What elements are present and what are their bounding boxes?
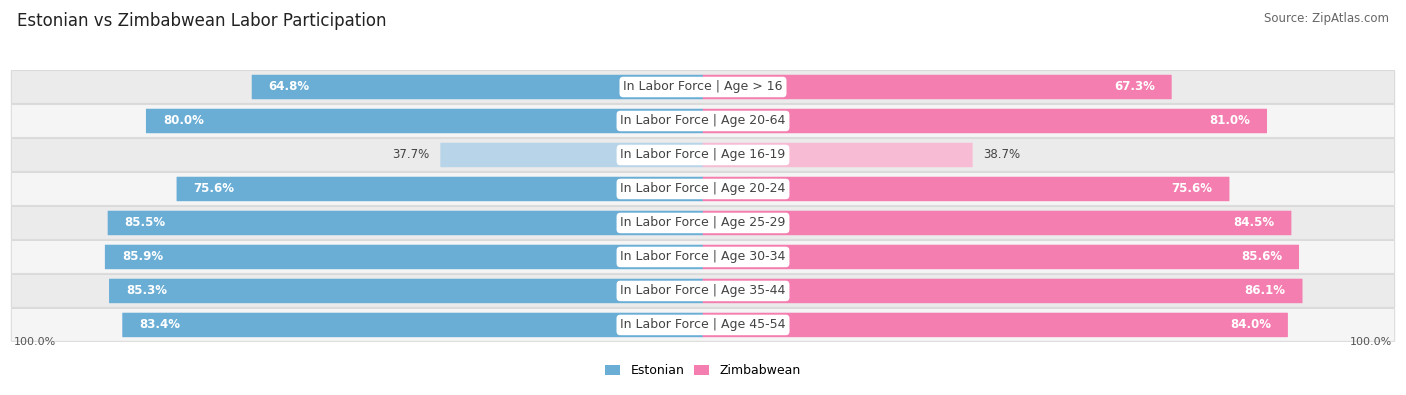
FancyBboxPatch shape — [11, 105, 1395, 137]
Legend: Estonian, Zimbabwean: Estonian, Zimbabwean — [600, 359, 806, 382]
FancyBboxPatch shape — [11, 308, 1395, 341]
Text: 80.0%: 80.0% — [163, 115, 204, 128]
Text: In Labor Force | Age > 16: In Labor Force | Age > 16 — [623, 81, 783, 94]
Text: 81.0%: 81.0% — [1209, 115, 1250, 128]
FancyBboxPatch shape — [703, 177, 1229, 201]
Text: Source: ZipAtlas.com: Source: ZipAtlas.com — [1264, 12, 1389, 25]
Text: 85.6%: 85.6% — [1241, 250, 1282, 263]
Text: 86.1%: 86.1% — [1244, 284, 1285, 297]
FancyBboxPatch shape — [703, 245, 1299, 269]
Text: In Labor Force | Age 25-29: In Labor Force | Age 25-29 — [620, 216, 786, 229]
FancyBboxPatch shape — [252, 75, 703, 99]
Text: 85.5%: 85.5% — [125, 216, 166, 229]
FancyBboxPatch shape — [11, 241, 1395, 273]
Text: 75.6%: 75.6% — [1171, 182, 1212, 196]
Text: In Labor Force | Age 30-34: In Labor Force | Age 30-34 — [620, 250, 786, 263]
FancyBboxPatch shape — [11, 275, 1395, 307]
Text: In Labor Force | Age 45-54: In Labor Force | Age 45-54 — [620, 318, 786, 331]
FancyBboxPatch shape — [703, 279, 1302, 303]
FancyBboxPatch shape — [703, 211, 1291, 235]
Text: 75.6%: 75.6% — [194, 182, 235, 196]
FancyBboxPatch shape — [703, 313, 1288, 337]
FancyBboxPatch shape — [11, 173, 1395, 205]
FancyBboxPatch shape — [703, 75, 1171, 99]
FancyBboxPatch shape — [108, 211, 703, 235]
FancyBboxPatch shape — [146, 109, 703, 133]
FancyBboxPatch shape — [703, 109, 1267, 133]
Text: In Labor Force | Age 35-44: In Labor Force | Age 35-44 — [620, 284, 786, 297]
Text: 85.3%: 85.3% — [127, 284, 167, 297]
Text: 100.0%: 100.0% — [14, 337, 56, 347]
Text: 64.8%: 64.8% — [269, 81, 309, 94]
Text: Estonian vs Zimbabwean Labor Participation: Estonian vs Zimbabwean Labor Participati… — [17, 12, 387, 30]
Text: 84.0%: 84.0% — [1230, 318, 1271, 331]
Text: 37.7%: 37.7% — [392, 149, 429, 162]
FancyBboxPatch shape — [105, 245, 703, 269]
FancyBboxPatch shape — [177, 177, 703, 201]
FancyBboxPatch shape — [122, 313, 703, 337]
Text: 83.4%: 83.4% — [139, 318, 180, 331]
Text: In Labor Force | Age 16-19: In Labor Force | Age 16-19 — [620, 149, 786, 162]
Text: 38.7%: 38.7% — [983, 149, 1021, 162]
FancyBboxPatch shape — [11, 139, 1395, 171]
Text: In Labor Force | Age 20-64: In Labor Force | Age 20-64 — [620, 115, 786, 128]
FancyBboxPatch shape — [703, 143, 973, 167]
FancyBboxPatch shape — [110, 279, 703, 303]
FancyBboxPatch shape — [11, 71, 1395, 103]
Text: 100.0%: 100.0% — [1350, 337, 1392, 347]
Text: 84.5%: 84.5% — [1233, 216, 1274, 229]
Text: 67.3%: 67.3% — [1114, 81, 1154, 94]
FancyBboxPatch shape — [440, 143, 703, 167]
Text: In Labor Force | Age 20-24: In Labor Force | Age 20-24 — [620, 182, 786, 196]
FancyBboxPatch shape — [11, 207, 1395, 239]
Text: 85.9%: 85.9% — [122, 250, 163, 263]
